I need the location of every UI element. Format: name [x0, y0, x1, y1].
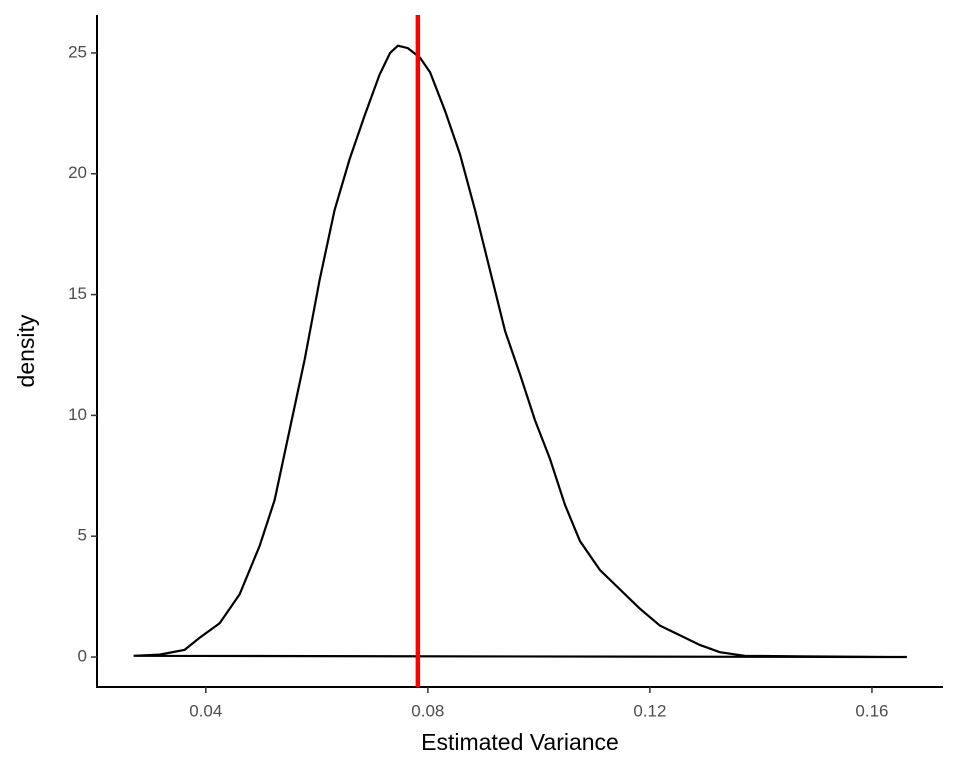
x-axis-title: Estimated Variance [421, 729, 619, 755]
x-tick-label: 0.16 [855, 701, 888, 720]
x-tick-label: 0.08 [411, 701, 444, 720]
x-tick-label: 0.04 [189, 701, 222, 720]
y-tick-label: 0 [78, 647, 87, 666]
y-tick-label: 5 [78, 526, 87, 545]
density-curve [133, 44, 907, 659]
y-tick-label: 15 [68, 284, 87, 303]
y-axis-title: density [13, 314, 39, 387]
y-tick-label: 10 [68, 405, 87, 424]
x-tick-label: 0.12 [633, 701, 666, 720]
y-tick-label: 20 [68, 163, 87, 182]
y-tick-label: 25 [68, 42, 87, 61]
